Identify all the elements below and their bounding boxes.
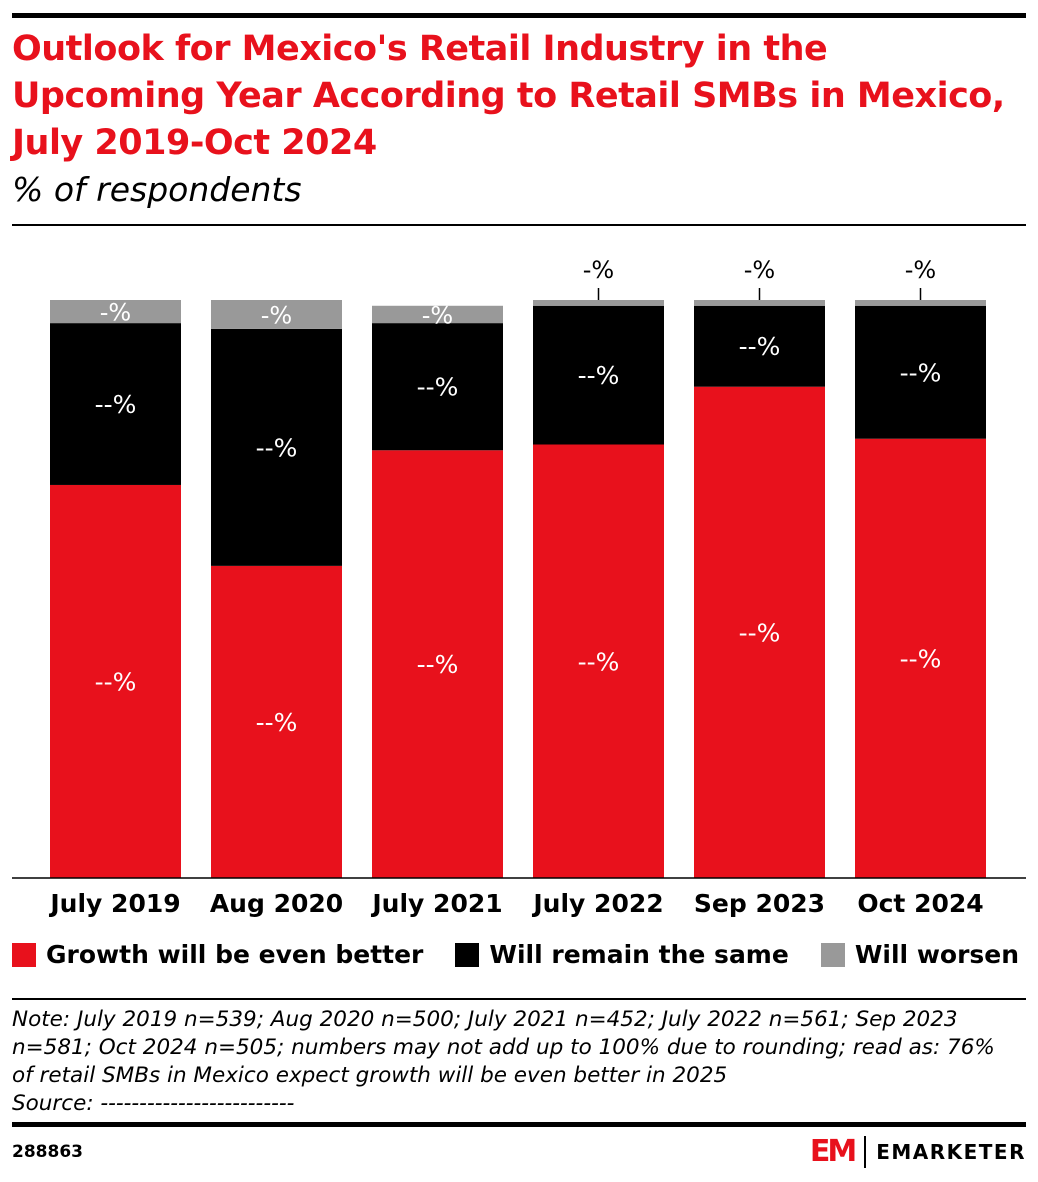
x-tick-label: July 2021: [370, 889, 502, 918]
data-label: -%: [583, 256, 614, 284]
x-tick-label: Sep 2023: [694, 889, 825, 918]
chart-id: 288863: [12, 1142, 83, 1162]
bottom-rule: [12, 1122, 1026, 1127]
bar-segment: [372, 450, 503, 878]
x-tick-label: July 2019: [48, 889, 180, 918]
note-text: Note: July 2019 n=539; Aug 2020 n=500; J…: [12, 1007, 995, 1088]
data-label: --%: [900, 358, 942, 387]
data-label: -%: [261, 301, 292, 329]
bar-segment: [50, 484, 181, 878]
x-tick-label: Aug 2020: [210, 889, 343, 918]
note-rule: [12, 998, 1026, 1000]
legend-label: Growth will be even better: [46, 940, 424, 969]
data-label: --%: [417, 373, 459, 402]
bar-segment: [855, 438, 986, 878]
data-label: -%: [744, 256, 775, 284]
logo-text: EMARKETER: [876, 1139, 1026, 1164]
chart-title: Outlook for Mexico's Retail Industry in …: [12, 29, 1005, 163]
stacked-bar-chart: --% --% -% July 2019 --% --% -% Aug 2020 --% --% -…: [12, 256, 1026, 918]
legend-swatch: [12, 942, 36, 967]
bar-segment: [855, 300, 986, 306]
title-rule: [12, 224, 1026, 226]
bar-segment: [211, 565, 342, 878]
source-text: Source: -------------------------: [12, 1091, 295, 1116]
bar-segment: [211, 300, 342, 329]
logo-divider: [864, 1135, 867, 1168]
legend-swatch: [455, 942, 480, 967]
data-label: -%: [905, 256, 936, 284]
legend-item-same: Will remain the same: [455, 940, 789, 969]
bar-segment: [50, 323, 181, 485]
chart-subtitle: % of respondents: [12, 170, 302, 209]
legend: Growth will be even better Will remain t…: [12, 940, 1019, 969]
bar-segment: [533, 305, 664, 445]
data-label: --%: [95, 390, 137, 419]
data-label: -%: [422, 301, 453, 329]
bar-segment: [694, 300, 825, 306]
legend-swatch: [820, 942, 845, 967]
x-tick-label: Oct 2024: [857, 889, 983, 918]
data-label: --%: [256, 708, 298, 737]
data-label: --%: [256, 433, 298, 462]
emarketer-logo: EM EMARKETER: [810, 1134, 1026, 1169]
data-label: --%: [578, 647, 620, 676]
legend-item-growth: Growth will be even better: [12, 940, 423, 969]
data-label: -%: [100, 299, 131, 327]
bar-segment: [372, 323, 503, 451]
data-label: --%: [417, 650, 459, 679]
data-label: --%: [900, 644, 942, 673]
x-tick-label: July 2022: [531, 889, 663, 918]
bar-segment: [694, 386, 825, 878]
legend-item-worsen: Will worsen: [820, 940, 1020, 969]
logo-mark: EM: [809, 1134, 857, 1169]
bar-segment: [533, 444, 664, 878]
data-label: --%: [739, 332, 781, 361]
top-rule: [12, 13, 1026, 18]
note: Note: July 2019 n=539; Aug 2020 n=500; J…: [12, 1006, 1022, 1118]
data-label: --%: [578, 361, 620, 390]
bar-segment: [533, 300, 664, 306]
legend-label: Will remain the same: [489, 940, 789, 969]
data-label: --%: [739, 618, 781, 647]
bar-segment: [50, 300, 181, 324]
bar-segment: [694, 305, 825, 387]
data-label: --%: [95, 667, 137, 696]
legend-label: Will worsen: [854, 940, 1020, 969]
bar-segment: [855, 305, 986, 439]
bar-segment: [211, 328, 342, 566]
bar-segment: [372, 305, 503, 324]
